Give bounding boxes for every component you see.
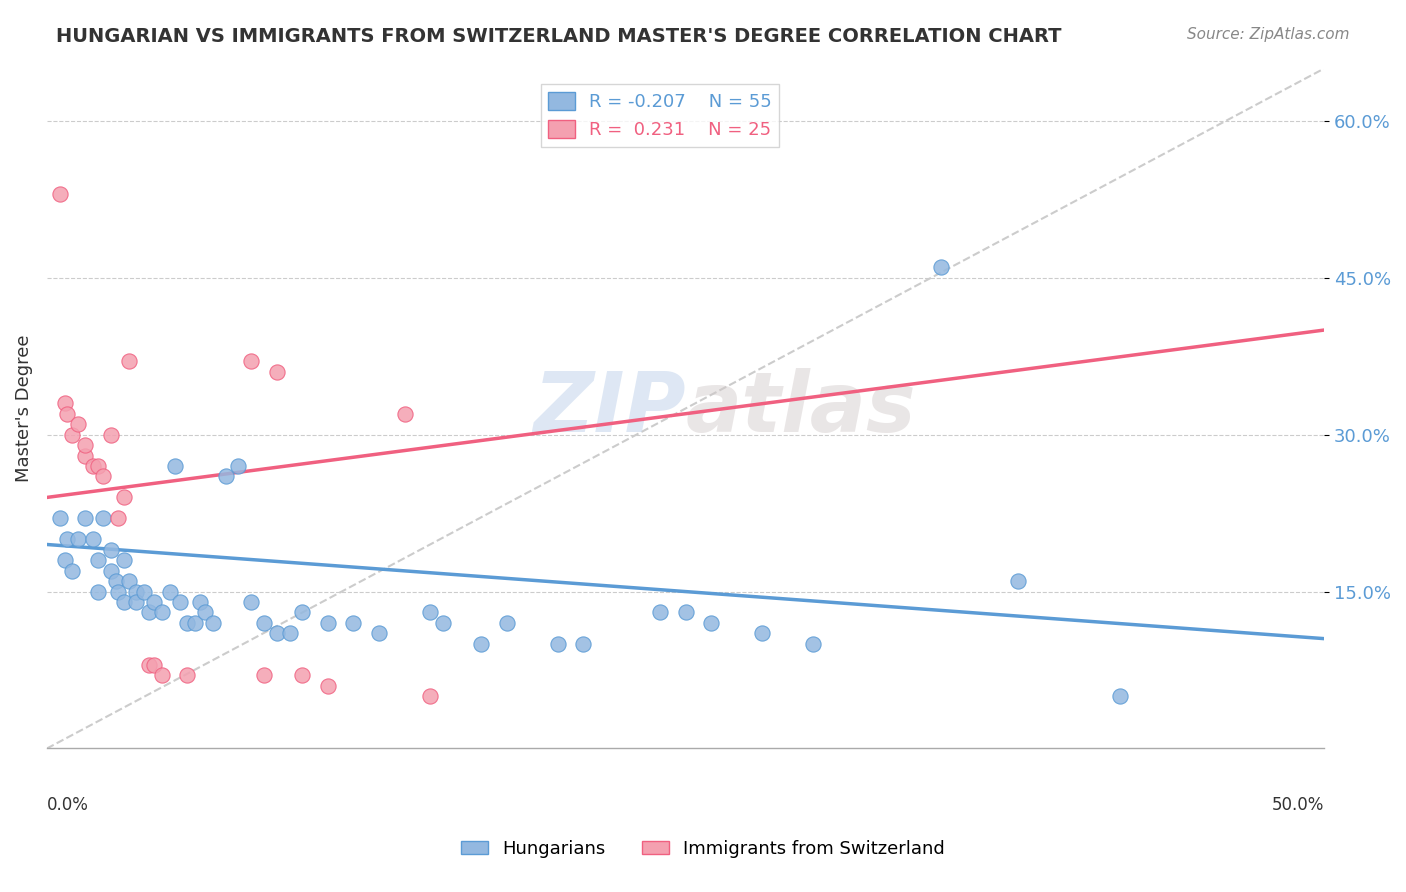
Point: [62, 564, 84, 578]
Point: [56, 533, 79, 547]
Point: [184, 615, 207, 630]
Point: [117, 574, 139, 588]
Point: [150, 668, 173, 682]
Point: [91, 469, 114, 483]
Point: [143, 657, 166, 672]
Point: [278, 626, 301, 640]
Point: [240, 595, 263, 609]
Point: [112, 595, 135, 609]
Point: [87, 553, 110, 567]
Point: [394, 407, 416, 421]
Point: [150, 606, 173, 620]
Point: [470, 637, 492, 651]
Point: [117, 354, 139, 368]
Legend: R = -0.207    N = 55, R =  0.231    N = 25: R = -0.207 N = 55, R = 0.231 N = 25: [541, 85, 779, 146]
Point: [112, 553, 135, 567]
Point: [48, 187, 70, 202]
Point: [107, 584, 129, 599]
Point: [419, 606, 441, 620]
Point: [253, 615, 276, 630]
Point: [66, 417, 89, 432]
Point: [547, 637, 569, 651]
Point: [75, 438, 97, 452]
Text: HUNGARIAN VS IMMIGRANTS FROM SWITZERLAND MASTER'S DEGREE CORRELATION CHART: HUNGARIAN VS IMMIGRANTS FROM SWITZERLAND…: [56, 27, 1062, 45]
Point: [138, 657, 160, 672]
Point: [56, 407, 79, 421]
Point: [419, 689, 441, 703]
Text: atlas: atlas: [686, 368, 917, 449]
Point: [66, 533, 89, 547]
Point: [163, 458, 186, 473]
Point: [700, 615, 723, 630]
Point: [316, 679, 339, 693]
Point: [368, 626, 391, 640]
Point: [432, 615, 454, 630]
Point: [107, 511, 129, 525]
Text: 0.0%: 0.0%: [46, 796, 89, 814]
Text: 50.0%: 50.0%: [1272, 796, 1324, 814]
Point: [104, 574, 127, 588]
Text: ZIP: ZIP: [533, 368, 686, 449]
Y-axis label: Master's Degree: Master's Degree: [15, 334, 32, 483]
Point: [266, 626, 288, 640]
Point: [316, 615, 339, 630]
Point: [100, 564, 122, 578]
Point: [87, 584, 110, 599]
Point: [143, 595, 166, 609]
Point: [495, 615, 517, 630]
Point: [138, 606, 160, 620]
Point: [159, 584, 181, 599]
Point: [82, 533, 104, 547]
Point: [53, 553, 76, 567]
Point: [100, 542, 122, 557]
Point: [572, 637, 595, 651]
Point: [201, 615, 224, 630]
Point: [125, 595, 148, 609]
Legend: Hungarians, Immigrants from Switzerland: Hungarians, Immigrants from Switzerland: [454, 833, 952, 865]
Point: [801, 637, 824, 651]
Point: [62, 427, 84, 442]
Point: [929, 260, 952, 275]
Point: [75, 511, 97, 525]
Point: [253, 668, 276, 682]
Point: [75, 449, 97, 463]
Point: [53, 396, 76, 410]
Point: [87, 458, 110, 473]
Point: [675, 606, 697, 620]
Point: [228, 458, 250, 473]
Point: [194, 606, 217, 620]
Point: [291, 668, 314, 682]
Point: [112, 491, 135, 505]
Point: [169, 595, 191, 609]
Text: Source: ZipAtlas.com: Source: ZipAtlas.com: [1187, 27, 1350, 42]
Point: [176, 615, 198, 630]
Point: [648, 606, 671, 620]
Point: [132, 584, 155, 599]
Point: [82, 458, 104, 473]
Point: [751, 626, 773, 640]
Point: [91, 511, 114, 525]
Point: [215, 469, 238, 483]
Point: [291, 606, 314, 620]
Point: [48, 511, 70, 525]
Point: [176, 668, 198, 682]
Point: [100, 427, 122, 442]
Point: [1108, 689, 1130, 703]
Point: [266, 365, 288, 379]
Point: [342, 615, 364, 630]
Point: [240, 354, 263, 368]
Point: [188, 595, 211, 609]
Point: [1007, 574, 1029, 588]
Point: [125, 584, 148, 599]
